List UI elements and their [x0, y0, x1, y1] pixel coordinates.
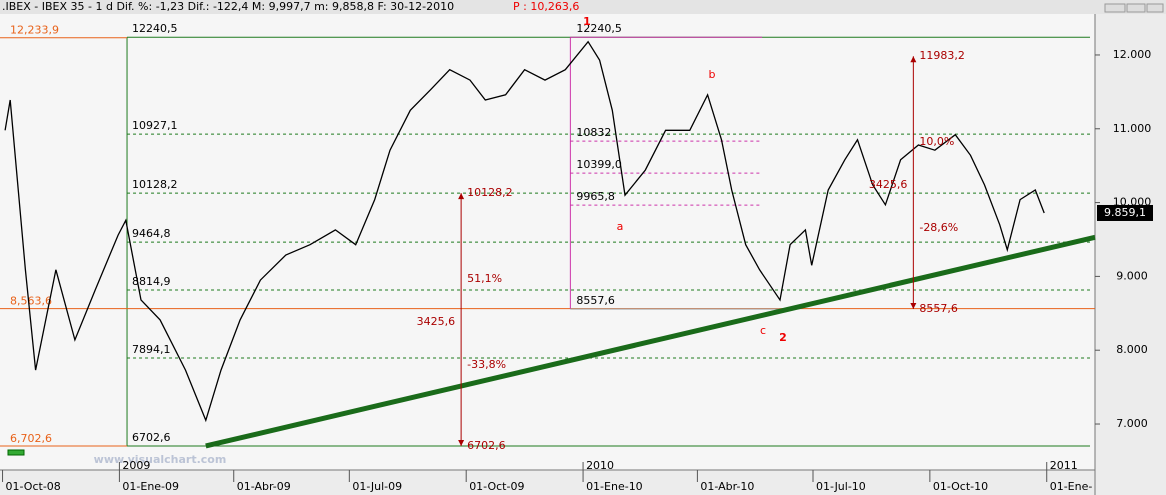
x-tick-label: 01-Jul-09 [352, 480, 402, 493]
fib-label: 8557,6 [576, 294, 615, 307]
watermark: www.visualchart.com [94, 453, 227, 466]
measure-label: 6702,6 [467, 439, 506, 452]
x-axis-panel [0, 470, 1095, 495]
wave-label: c [760, 324, 766, 337]
x-tick-label: 01-Oct-10 [933, 480, 988, 493]
x-tick-label: 01-Ene-10 [586, 480, 643, 493]
y-tick-label: 11.000 [1113, 122, 1152, 135]
measure-label: -33,8% [467, 358, 506, 371]
level-label: 7894,1 [132, 343, 171, 356]
year-label: 2009 [122, 459, 150, 472]
header-bar [0, 0, 1166, 14]
fib-label: 10399,0 [576, 158, 622, 171]
measure-label: 3425,6 [417, 315, 456, 328]
status-button[interactable] [7, 449, 25, 456]
orange-level-label: 8,563,6 [10, 295, 52, 308]
x-tick-label: 01-Ene- [1050, 480, 1093, 493]
x-tick-label: 01-Ene-09 [122, 480, 179, 493]
window-button[interactable] [1126, 3, 1146, 13]
y-tick-label: 9.000 [1116, 269, 1148, 282]
wave-label: a [617, 220, 624, 233]
level-label: 9464,8 [132, 227, 171, 240]
year-label: 2010 [586, 459, 614, 472]
measure-label: 3425,6 [869, 178, 908, 191]
x-tick-label: 01-Abr-10 [700, 480, 754, 493]
y-tick-label: 12.000 [1113, 48, 1152, 61]
fib-label: 9965,8 [576, 190, 615, 203]
window-button[interactable] [1104, 3, 1126, 13]
price-line [4, 40, 1045, 423]
measure-label: 51,1% [467, 272, 502, 285]
measure-label: 8557,6 [919, 302, 958, 315]
x-tick-label: 01-Abr-09 [237, 480, 291, 493]
y-tick-label: 7.000 [1116, 417, 1148, 430]
y-axis-panel [1095, 14, 1166, 495]
x-tick-label: 01-Oct-09 [469, 480, 524, 493]
header-price: P : 10,263,6 [513, 0, 579, 13]
x-tick-label: 01-Jul-10 [816, 480, 866, 493]
header: .IBEX - IBEX 35 - 1 d Dif. %: -1,23 Dif.… [2, 0, 454, 13]
fib-label: 12240,5 [576, 22, 622, 35]
level-label: 10128,2 [132, 178, 178, 191]
measure-label: 10,0% [919, 135, 954, 148]
measure-label: 10128,2 [467, 186, 513, 199]
window-button[interactable] [1146, 3, 1164, 13]
y-tick-label: 8.000 [1116, 343, 1148, 356]
level-label: 6702,6 [132, 431, 171, 444]
measure-label: -28,6% [919, 221, 958, 234]
trendline [205, 234, 1096, 449]
wave-label: b [709, 68, 716, 81]
level-label: 12240,5 [132, 22, 178, 35]
year-label: 2011 [1050, 459, 1078, 472]
level-label: 8814,9 [132, 275, 171, 288]
fib-label: 10832 [576, 126, 611, 139]
wave-label: 1 [583, 15, 591, 28]
level-label: 10927,1 [132, 119, 178, 132]
orange-level-label: 6,702,6 [10, 432, 52, 445]
last-price-label: 9.859,1 [1104, 206, 1146, 219]
last-price-box [1097, 204, 1153, 221]
wave-label: 2 [779, 331, 787, 344]
orange-level-label: 12,233,9 [10, 24, 59, 37]
x-tick-label: 01-Oct-08 [6, 480, 61, 493]
measure-label: 11983,2 [919, 49, 965, 62]
